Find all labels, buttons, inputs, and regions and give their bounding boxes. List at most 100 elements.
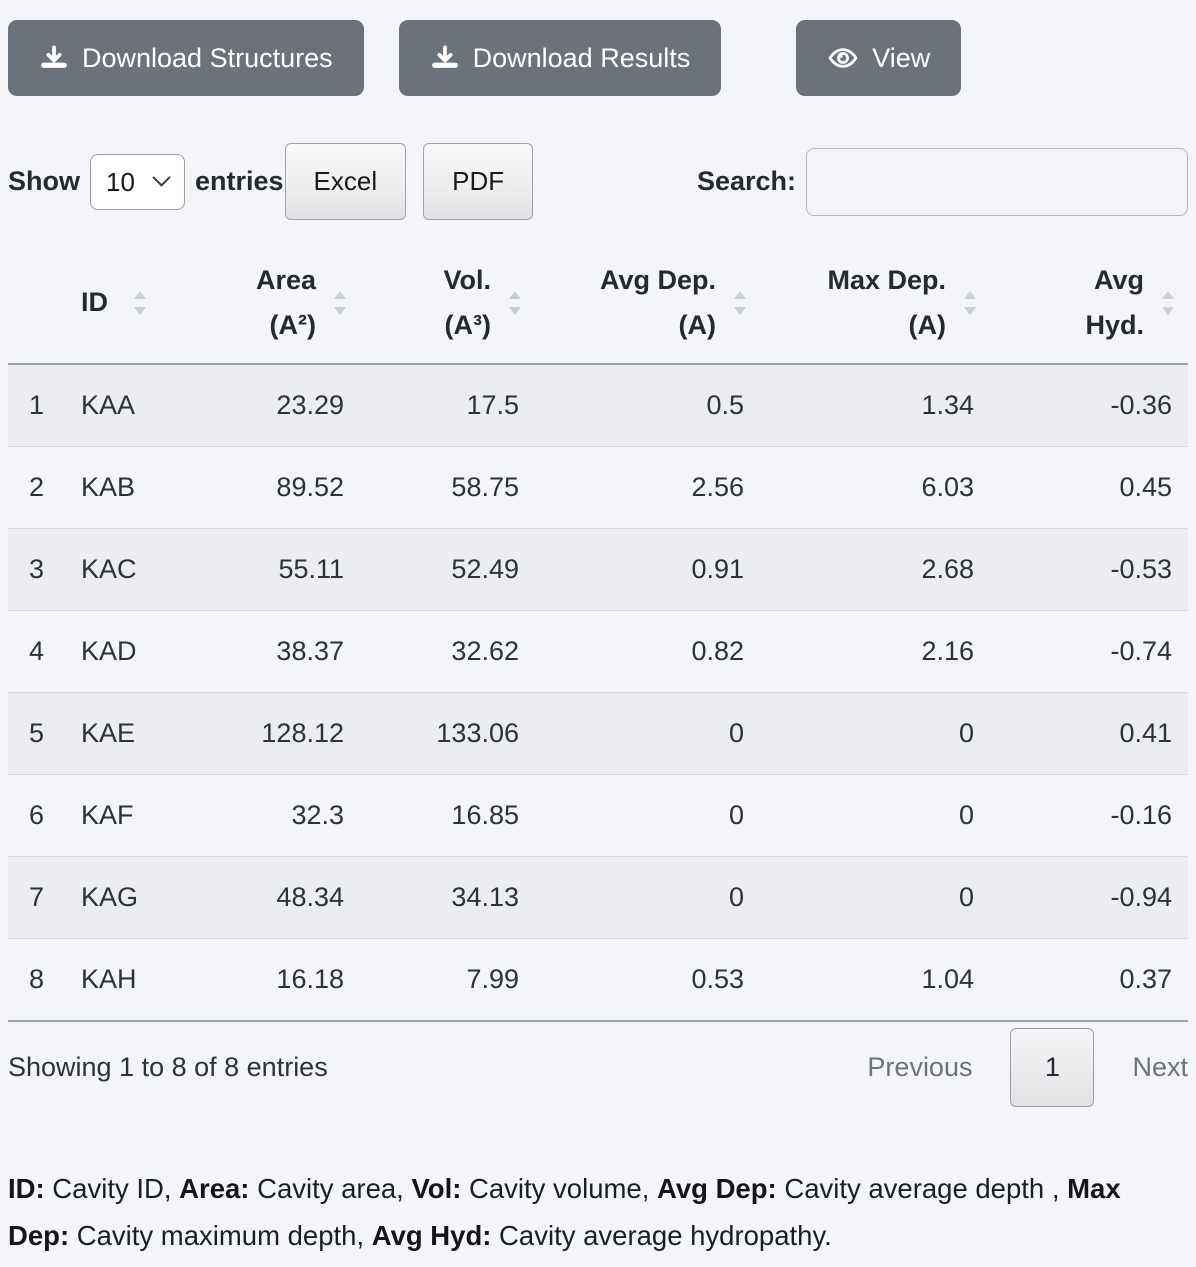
entries-label: entries bbox=[195, 166, 284, 196]
cell-avg-hyd: -0.74 bbox=[990, 610, 1188, 694]
cell-id: KAH bbox=[65, 938, 160, 1023]
cell-max-dep: 2.68 bbox=[760, 528, 990, 612]
download-results-button[interactable]: Download Results bbox=[398, 20, 722, 96]
cell-index: 8 bbox=[8, 938, 65, 1023]
cell-id: KAD bbox=[65, 610, 160, 694]
page-length-select[interactable]: 10 bbox=[90, 153, 185, 210]
sort-icons bbox=[334, 290, 346, 315]
cell-area: 16.18 bbox=[160, 938, 360, 1023]
sort-icons bbox=[964, 290, 976, 315]
cell-max-dep: 0 bbox=[760, 692, 990, 776]
cell-id: KAB bbox=[65, 446, 160, 530]
cell-vol: 16.85 bbox=[360, 774, 535, 858]
cell-id: KAF bbox=[65, 774, 160, 858]
cell-id: KAE bbox=[65, 692, 160, 776]
cell-area: 128.12 bbox=[160, 692, 360, 776]
cell-max-dep: 2.16 bbox=[760, 610, 990, 694]
cell-max-dep: 1.34 bbox=[760, 364, 990, 448]
cell-max-dep: 1.04 bbox=[760, 938, 990, 1023]
cell-avg-dep: 0.82 bbox=[535, 610, 760, 694]
table-row: 5 KAE 128.12 133.06 0 0 0.41 bbox=[8, 692, 1188, 776]
cell-avg-dep: 0 bbox=[535, 856, 760, 940]
cell-index: 6 bbox=[8, 774, 65, 858]
table-row: 1 KAA 23.29 17.5 0.5 1.34 -0.36 bbox=[8, 364, 1188, 448]
page-length-wrap: 10 bbox=[90, 153, 185, 210]
cavity-results-table: ID Area (A²) Vol. (A³) Avg Dep. (A) Max Dep. (A)… bbox=[8, 242, 1188, 1023]
view-label: View bbox=[872, 42, 931, 73]
table-row: 6 KAF 32.3 16.85 0 0 -0.16 bbox=[8, 774, 1188, 858]
cell-avg-dep: 0.91 bbox=[535, 528, 760, 612]
sort-icons bbox=[134, 290, 146, 315]
cell-avg-hyd: -0.16 bbox=[990, 774, 1188, 858]
toolbar: Download Structures Download Results Vie… bbox=[8, 20, 1188, 96]
cell-avg-dep: 2.56 bbox=[535, 446, 760, 530]
search-control: Search: bbox=[696, 147, 1188, 216]
column-header-vol[interactable]: Vol. (A³) bbox=[360, 242, 535, 366]
cell-id: KAC bbox=[65, 528, 160, 612]
column-header-label: Area (A²) bbox=[255, 265, 316, 340]
cell-vol: 32.62 bbox=[360, 610, 535, 694]
column-header-area[interactable]: Area (A²) bbox=[160, 242, 360, 366]
cell-max-dep: 0 bbox=[760, 856, 990, 940]
column-header-label: ID bbox=[81, 287, 108, 318]
sort-icons bbox=[734, 290, 746, 315]
cell-area: 55.11 bbox=[160, 528, 360, 612]
table-row: 2 KAB 89.52 58.75 2.56 6.03 0.45 bbox=[8, 446, 1188, 530]
pagination: Previous 1 Next bbox=[867, 1028, 1188, 1108]
table-row: 3 KAC 55.11 52.49 0.91 2.68 -0.53 bbox=[8, 528, 1188, 612]
current-page-button[interactable]: 1 bbox=[1010, 1028, 1095, 1108]
column-header-id[interactable]: ID bbox=[65, 242, 160, 366]
column-header-max-dep[interactable]: Max Dep. (A) bbox=[760, 242, 990, 366]
sort-icons bbox=[1162, 290, 1174, 315]
next-page-button[interactable]: Next bbox=[1132, 1052, 1188, 1083]
previous-page-button[interactable]: Previous bbox=[867, 1052, 973, 1083]
cell-vol: 17.5 bbox=[360, 364, 535, 448]
cell-index: 3 bbox=[8, 528, 65, 612]
cell-avg-hyd: 0.37 bbox=[990, 938, 1188, 1023]
table-header: ID Area (A²) Vol. (A³) Avg Dep. (A) Max Dep. (A)… bbox=[8, 242, 1188, 366]
cell-area: 38.37 bbox=[160, 610, 360, 694]
table-info: Showing 1 to 8 of 8 entries bbox=[8, 1052, 328, 1083]
pdf-button[interactable]: PDF bbox=[423, 143, 534, 220]
cell-avg-hyd: 0.41 bbox=[990, 692, 1188, 776]
table-row: 7 KAG 48.34 34.13 0 0 -0.94 bbox=[8, 856, 1188, 940]
cell-vol: 7.99 bbox=[360, 938, 535, 1023]
cell-index: 4 bbox=[8, 610, 65, 694]
export-buttons: Excel PDF bbox=[284, 143, 534, 220]
table-body: 1 KAA 23.29 17.5 0.5 1.34 -0.36 2 KAB 89.52 58.75 2… bbox=[8, 364, 1188, 1023]
cell-id: KAA bbox=[65, 364, 160, 448]
cell-area: 23.29 bbox=[160, 364, 360, 448]
cell-index: 7 bbox=[8, 856, 65, 940]
header-row: ID Area (A²) Vol. (A³) Avg Dep. (A) Max Dep. (A)… bbox=[8, 242, 1188, 366]
table-footer: Showing 1 to 8 of 8 entries Previous 1 N… bbox=[8, 1022, 1188, 1108]
cell-avg-dep: 0 bbox=[535, 774, 760, 858]
cell-avg-dep: 0.53 bbox=[535, 938, 760, 1023]
column-header-avg-hyd[interactable]: Avg Hyd. bbox=[990, 242, 1188, 366]
cell-avg-hyd: 0.45 bbox=[990, 446, 1188, 530]
column-header-avg-dep[interactable]: Avg Dep. (A) bbox=[535, 242, 760, 366]
table-controls: Show 10 entries Excel PDF Search: bbox=[8, 143, 1188, 220]
download-structures-label: Download Structures bbox=[82, 42, 333, 73]
download-structures-button[interactable]: Download Structures bbox=[8, 20, 364, 96]
cell-avg-hyd: -0.36 bbox=[990, 364, 1188, 448]
cell-vol: 52.49 bbox=[360, 528, 535, 612]
column-header-label: Avg Hyd. bbox=[1085, 265, 1144, 340]
download-results-label: Download Results bbox=[472, 42, 691, 73]
search-input[interactable] bbox=[806, 147, 1188, 216]
excel-button[interactable]: Excel bbox=[284, 143, 407, 220]
column-header-label: Vol. (A³) bbox=[443, 265, 491, 340]
cell-area: 48.34 bbox=[160, 856, 360, 940]
cell-avg-dep: 0.5 bbox=[535, 364, 760, 448]
cell-avg-hyd: -0.53 bbox=[990, 528, 1188, 612]
cell-max-dep: 0 bbox=[760, 774, 990, 858]
view-button[interactable]: View bbox=[796, 20, 962, 96]
cell-max-dep: 6.03 bbox=[760, 446, 990, 530]
show-label: Show bbox=[8, 166, 80, 196]
cell-avg-hyd: -0.94 bbox=[990, 856, 1188, 940]
column-legend: ID: Cavity ID, Area: Cavity area, Vol: C… bbox=[8, 1173, 1121, 1252]
cell-index: 5 bbox=[8, 692, 65, 776]
column-header-label: Avg Dep. (A) bbox=[599, 265, 716, 340]
search-label: Search: bbox=[696, 166, 796, 196]
column-header-index bbox=[8, 242, 65, 366]
